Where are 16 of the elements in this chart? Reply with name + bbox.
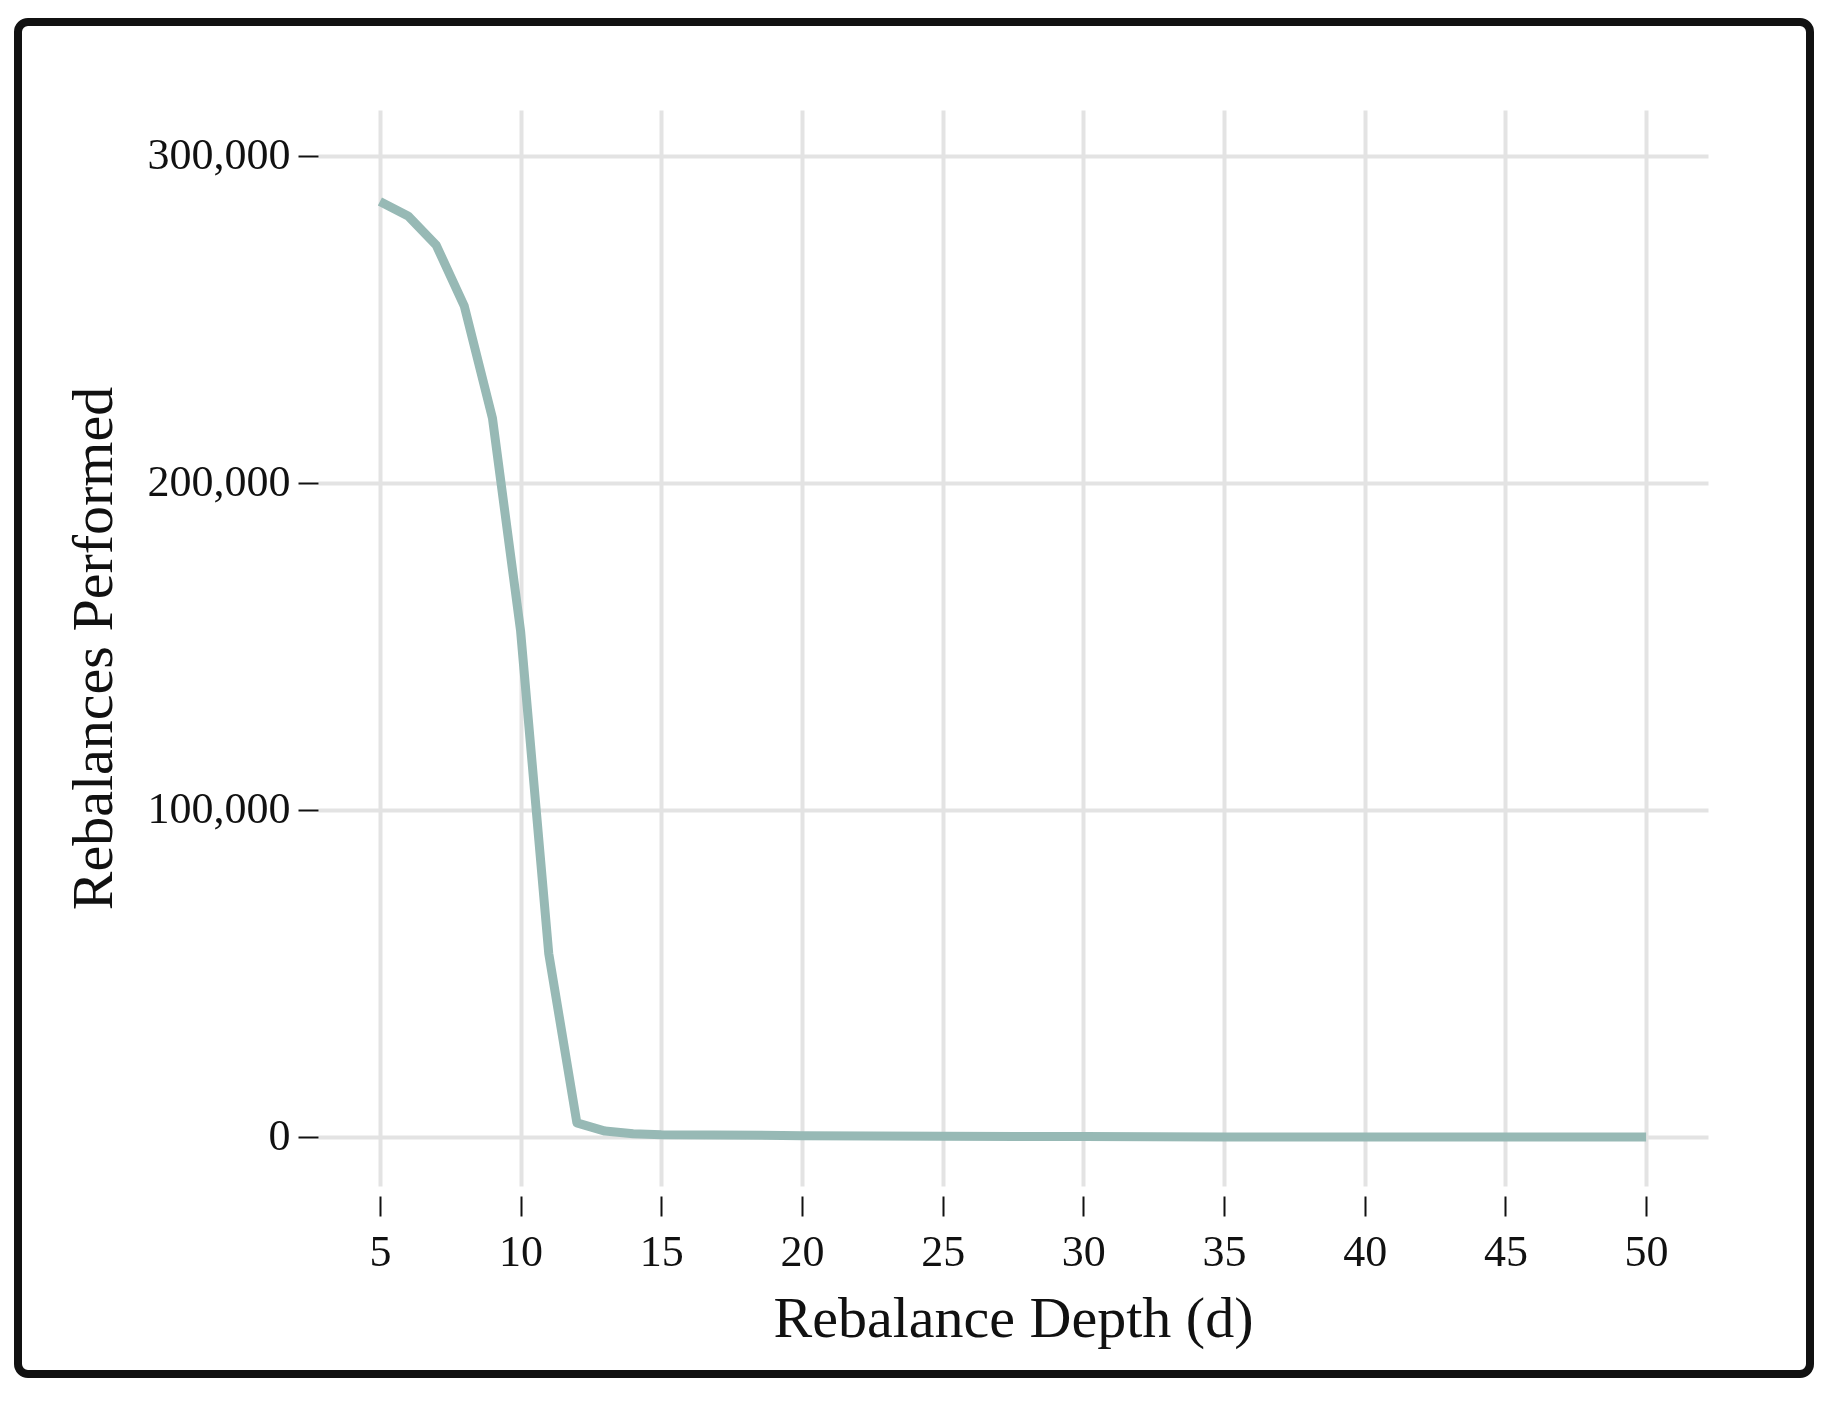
x-tick-label: 5 — [369, 1226, 392, 1276]
x-tick-label: 30 — [1061, 1226, 1106, 1276]
x-tick-label: 20 — [780, 1226, 825, 1276]
x-tick-label: 45 — [1483, 1226, 1528, 1276]
x-tick-label: 25 — [921, 1226, 966, 1276]
x-tick-label: 35 — [1202, 1226, 1247, 1276]
y-tick-label: 0 — [268, 1111, 291, 1161]
x-tick-label: 40 — [1343, 1226, 1388, 1276]
x-tick-label: 10 — [499, 1226, 544, 1276]
x-tick-label: 15 — [639, 1226, 684, 1276]
x-axis-title: Rebalance Depth (d) — [773, 1284, 1254, 1350]
y-tick-label: 100,000 — [147, 784, 291, 834]
y-tick-label: 300,000 — [147, 130, 291, 180]
y-axis-title: Rebalances Performed — [59, 386, 125, 911]
x-tick-label: 50 — [1624, 1226, 1669, 1276]
y-tick-label: 200,000 — [147, 457, 291, 507]
